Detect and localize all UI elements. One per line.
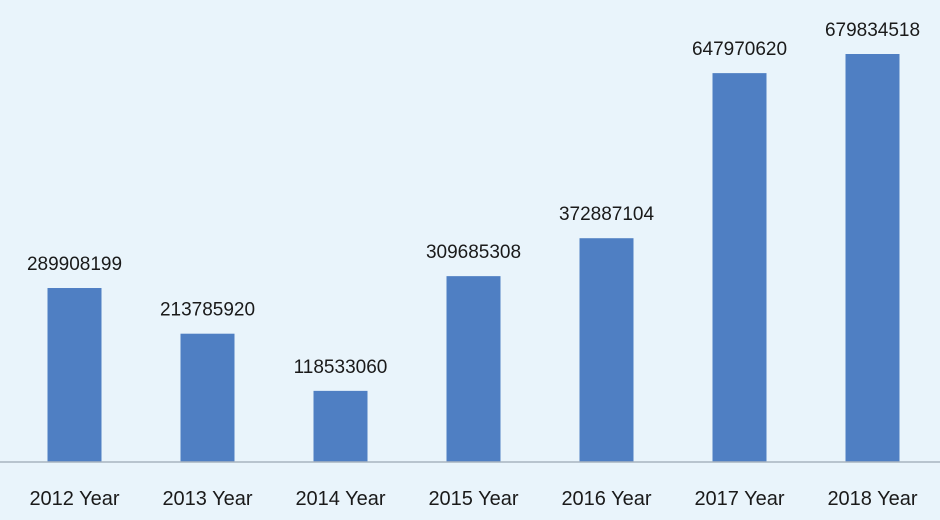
tick-label-group: 2012 Year 2013 Year 2014 Year 2015 Year 2016… [29,488,917,510]
value-label-3: 309685308 [426,242,521,263]
tick-label-3: 2015 Year [428,488,518,510]
bar-1 [180,333,235,462]
value-label-1: 213785920 [160,300,255,321]
value-label-0: 289908199 [27,254,122,275]
bar-4 [579,238,634,462]
bar-6 [845,54,900,462]
bar-group [47,54,900,463]
bar-3 [446,276,501,462]
bar-0 [47,288,102,462]
tick-label-1: 2013 Year [162,488,252,510]
tick-label-5: 2017 Year [694,488,784,510]
tick-label-4: 2016 Year [561,488,651,510]
bar-5 [712,73,767,463]
tick-label-2: 2014 Year [295,488,385,510]
bar-2 [313,390,368,462]
value-label-6: 679834518 [825,20,920,41]
value-label-group: 289908199 213785920 118533060 309685308 3728… [27,20,920,378]
value-label-5: 647970620 [692,39,787,60]
tick-label-0: 2012 Year [29,488,119,510]
value-label-4: 372887104 [559,204,655,225]
value-label-2: 118533060 [294,357,388,378]
tick-label-6: 2018 Year [827,488,917,510]
